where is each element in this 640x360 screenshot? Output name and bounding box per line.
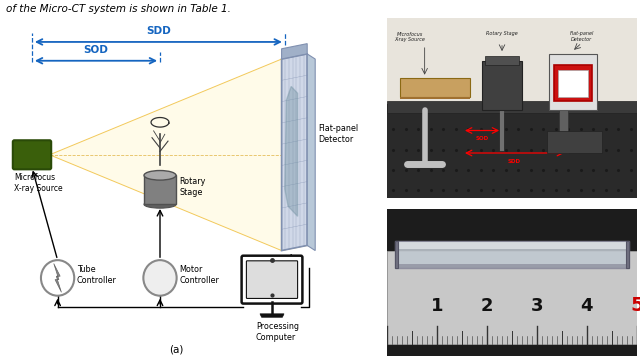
Text: SDD: SDD [508,159,521,164]
Bar [387,18,637,119]
Bar [399,97,470,99]
Ellipse shape [144,201,176,208]
Bar [627,241,629,268]
Text: 4: 4 [580,297,593,315]
Text: Flat-panel
Detector: Flat-panel Detector [319,124,358,144]
Text: Processing
Computer: Processing Computer [256,323,299,342]
Text: Microfocus
X-ray Source: Microfocus X-ray Source [14,173,63,193]
Polygon shape [54,264,61,292]
Bar [559,104,568,153]
Bar [554,65,592,101]
Text: (a): (a) [169,345,183,355]
Bar [549,54,597,110]
Text: Microfocus
X-ray Source: Microfocus X-ray Source [394,31,425,42]
Text: SDD: SDD [146,26,171,36]
Text: (b): (b) [504,209,520,219]
Circle shape [143,260,177,296]
Circle shape [41,260,74,296]
Bar [558,70,588,97]
Bar [387,104,637,198]
Text: Flat-panel
Detector: Flat-panel Detector [570,31,594,42]
Text: 2: 2 [481,297,493,315]
Text: of the Micro-CT system is shown in Table 1.: of the Micro-CT system is shown in Table… [6,4,231,14]
Text: Motor
Controller: Motor Controller [179,265,219,285]
FancyBboxPatch shape [242,256,302,303]
Bar [387,101,637,112]
Polygon shape [260,314,284,317]
FancyBboxPatch shape [13,140,51,169]
Text: 1: 1 [431,297,444,315]
Text: SOD: SOD [476,136,488,141]
Polygon shape [285,86,298,216]
Text: Tube
Controller: Tube Controller [77,265,116,285]
Bar [482,61,522,110]
Polygon shape [282,44,307,59]
FancyBboxPatch shape [144,175,176,204]
Bar [395,241,629,268]
Bar [387,251,637,344]
Polygon shape [282,54,307,251]
Bar [547,130,602,153]
Polygon shape [307,54,315,251]
Text: Rotary
Stage: Rotary Stage [179,177,205,197]
Polygon shape [50,54,307,251]
Bar [484,56,520,65]
Text: Rotary Stage: Rotary Stage [486,31,518,36]
FancyBboxPatch shape [246,261,298,298]
Bar [395,264,629,268]
Bar [395,242,629,249]
Text: SOD: SOD [84,45,108,55]
Bar [395,241,397,268]
Ellipse shape [144,171,176,180]
Text: 5: 5 [630,296,640,315]
Text: 3: 3 [531,297,543,315]
Bar [399,78,470,97]
